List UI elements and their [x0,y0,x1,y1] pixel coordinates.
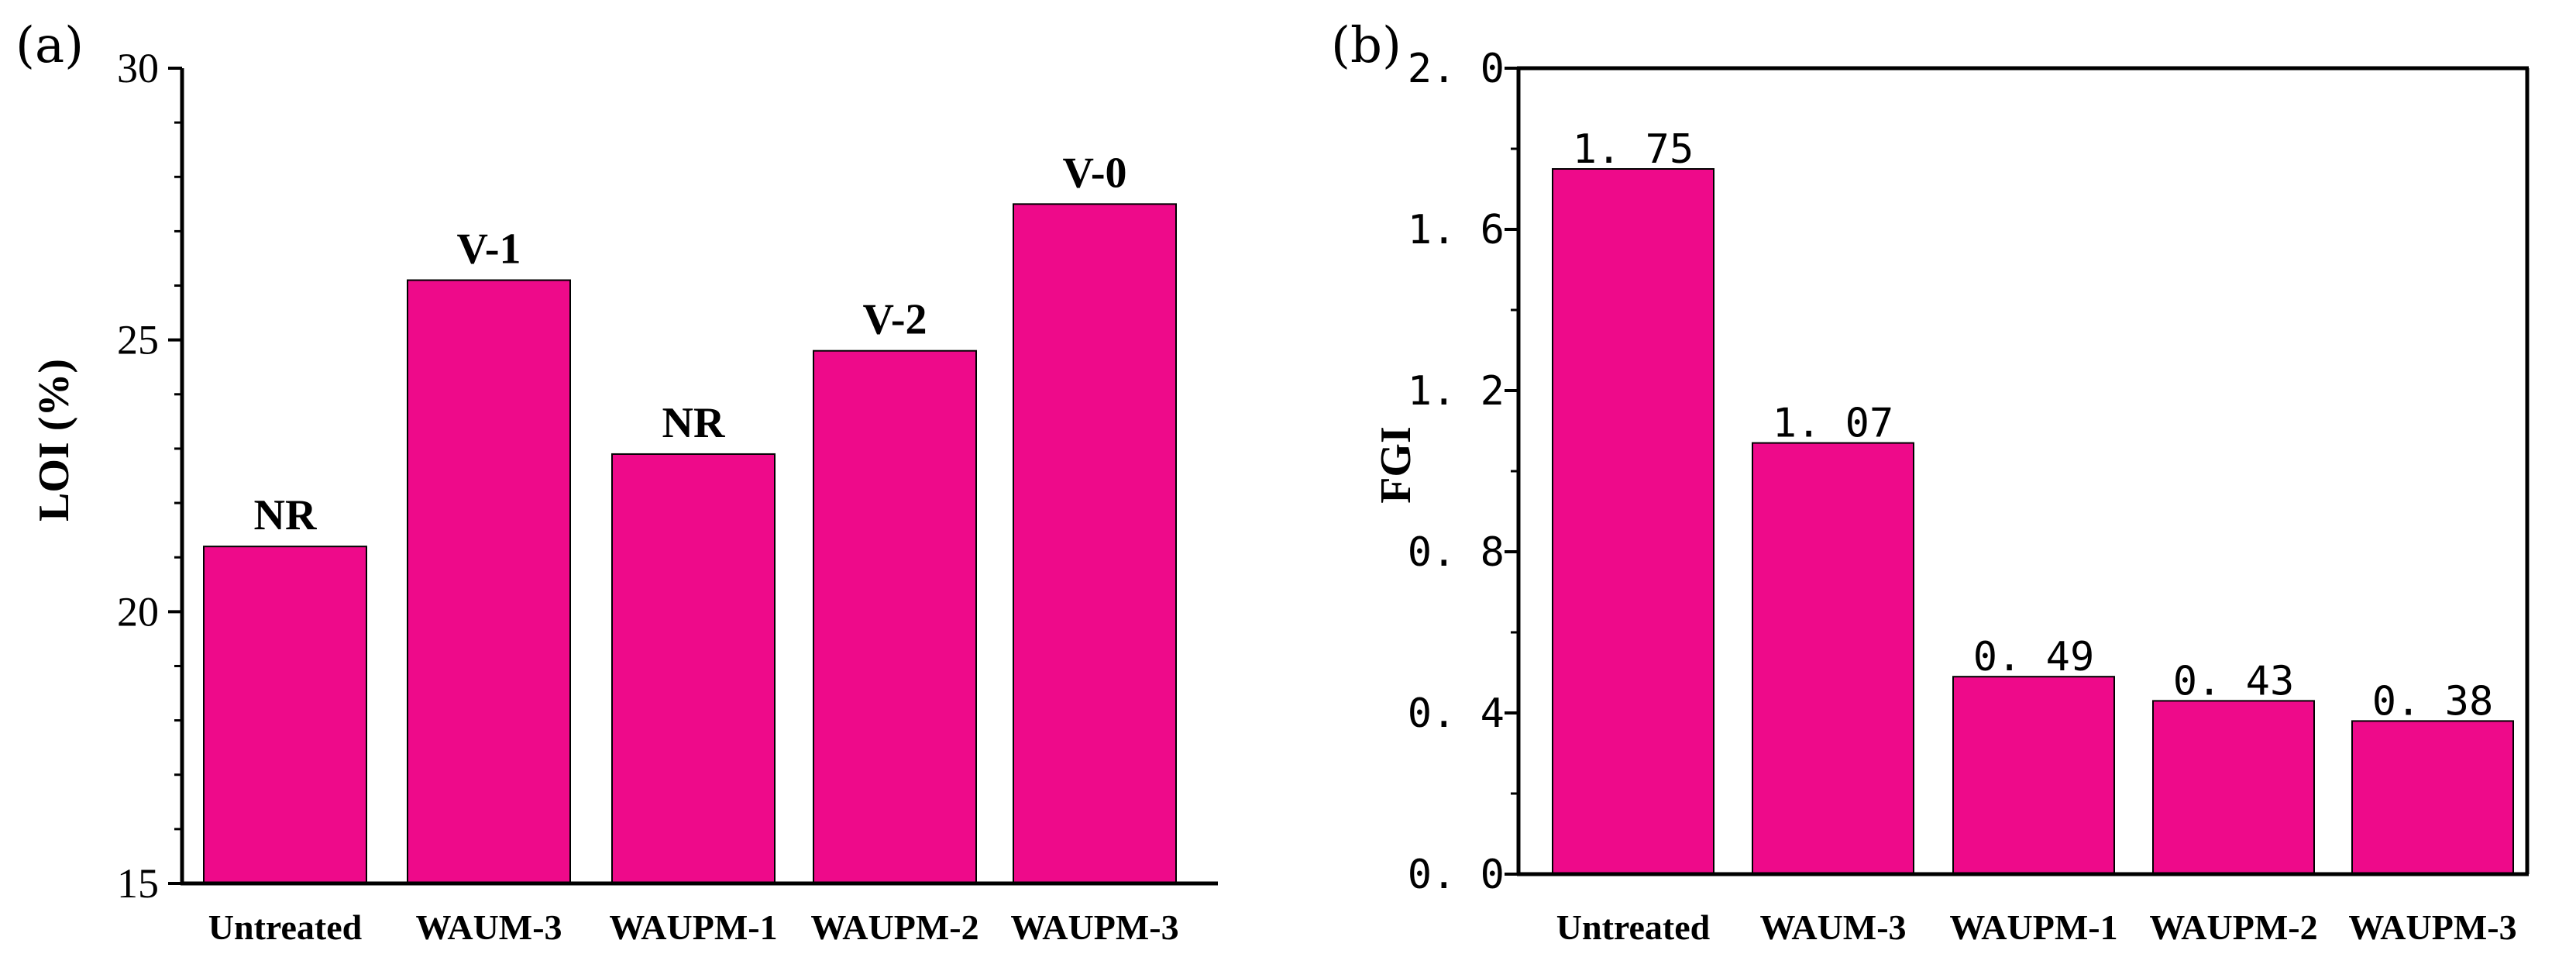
axes-a [180,68,1218,886]
x-tick-label-a-3: WAUPM-1 [609,907,777,947]
y-axis-label-b: FGI [1372,426,1420,504]
y-ticks-b: 0. 0 0. 4 0. 8 1. 2 1. 6 2. 0 [1408,46,1518,898]
y-ticks-a: 15 20 25 30 [117,45,182,907]
bar-a-4 [813,349,977,884]
bar-b-4 [2152,700,2315,876]
bar-b-2 [1752,442,1914,875]
y-tick-label-b-3: 0. 8 [1408,529,1505,576]
y-tick-label-b-4: 1. 2 [1408,368,1505,415]
panel-label-b: (b) [1331,17,1401,74]
data-label-b-2: 1. 07 [1773,401,1894,447]
bar-b-3 [1952,676,2115,876]
panel-b: (b) FGI 0. 0 0. 4 0. 8 1. 2 1. 6 2. 0 Untreat… [1331,17,2530,947]
x-tick-label-b-2: WAUM-3 [1759,907,1906,947]
x-tick-label-a-2: WAUM-3 [415,907,562,947]
y-tick-label-b-2: 0. 4 [1408,690,1505,737]
data-label-a-2: V-1 [457,226,521,274]
data-label-b-1: 1. 75 [1573,126,1694,173]
x-tick-label-b-4: WAUPM-2 [2149,907,2317,947]
panel-label-a: (a) [15,17,84,74]
x-tick-label-b-5: WAUPM-3 [2348,907,2516,947]
y-tick-label-a-2: 20 [117,588,159,635]
x-tick-labels-b: Untreated WAUM-3 WAUPM-1 WAUPM-2 WAUPM-3 [1556,907,2517,947]
data-label-b-5: 0. 38 [2372,678,2494,725]
data-label-b-4: 0. 43 [2173,658,2295,704]
data-label-a-1: NR [254,491,317,539]
data-label-a-5: V-0 [1063,149,1127,197]
data-labels-b: 1. 75 1. 07 0. 49 0. 43 0. 38 [1573,126,2494,725]
bar-a-3 [611,453,776,884]
x-tick-label-b-1: Untreated [1556,907,1711,947]
data-label-b-3: 0. 49 [1973,634,2095,680]
bar-b-1 [1552,168,1714,875]
y-tick-label-a-3: 25 [117,317,159,363]
bar-a-5 [1013,203,1177,885]
bars-a [203,203,1177,885]
panel-a: (a) LOI (%) 15 20 25 30 Untreated WAUM-3 WAUP… [15,17,1218,947]
x-tick-labels-a: Untreated WAUM-3 WAUPM-1 WAUPM-2 WAUPM-3 [208,907,1179,947]
data-label-a-4: V-2 [863,296,927,344]
bars-b [1552,168,2514,876]
bar-a-2 [407,279,571,884]
y-tick-label-b-1: 0. 0 [1408,852,1505,898]
data-labels-a: NR V-1 NR V-2 V-0 [254,149,1127,539]
bar-a-1 [203,546,367,884]
x-tick-label-a-1: Untreated [208,907,363,947]
y-tick-label-a-4: 30 [117,45,159,91]
y-axis-label-a: LOI (%) [30,359,78,522]
bar-b-5 [2351,720,2514,876]
y-tick-label-b-5: 1. 6 [1408,207,1505,253]
y-tick-label-b-6: 2. 0 [1408,46,1505,92]
x-tick-label-a-4: WAUPM-2 [810,907,978,947]
y-tick-label-a-1: 15 [117,860,159,907]
data-label-a-3: NR [662,399,725,447]
x-tick-label-a-5: WAUPM-3 [1010,907,1178,947]
x-tick-label-b-3: WAUPM-1 [1949,907,2117,947]
